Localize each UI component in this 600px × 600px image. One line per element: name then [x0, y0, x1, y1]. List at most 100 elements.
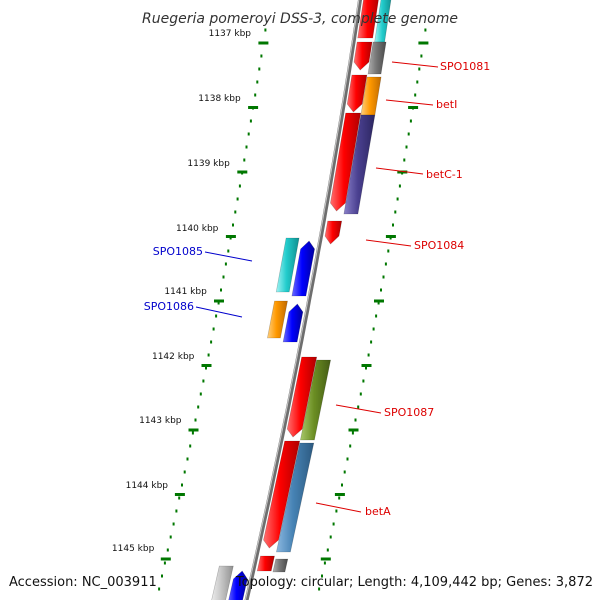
feature-spo1086-orange [267, 300, 288, 339]
inner-tick-dot [227, 249, 230, 253]
outer-major-tick [320, 557, 331, 561]
outer-tick-dot [329, 535, 332, 539]
feature-spo1087 [300, 359, 331, 441]
label-leader-line [195, 306, 243, 318]
outer-tick-dot [394, 210, 397, 214]
tick-label: 1138 kbp [198, 94, 241, 104]
tick-label: 1137 kbp [209, 29, 252, 39]
outer-tick-dot [349, 444, 352, 448]
outer-major-tick [348, 428, 359, 432]
outer-tick-dot [407, 132, 410, 136]
outer-major-tick [408, 106, 419, 109]
inner-tick-dot [181, 483, 183, 487]
gene-label-betc-1[interactable]: betC-1 [426, 168, 463, 181]
outer-tick-dot [384, 262, 387, 266]
outer-tick-dot [351, 431, 354, 435]
inner-tick-dot [207, 353, 210, 357]
cds-feature-spo1086 [282, 303, 304, 343]
outer-tick-dot [377, 301, 380, 305]
cds-feature-beta [263, 440, 301, 549]
outer-tick-dot [357, 405, 360, 409]
inner-tick-dot [249, 119, 252, 123]
tick-label: 1143 kbp [139, 416, 182, 426]
gene-label-beti[interactable]: betI [436, 98, 457, 111]
label-leader-line [315, 502, 362, 513]
outer-tick-dot [343, 470, 346, 474]
outer-tick-dot [318, 587, 321, 591]
feature-spo1085-cyan [275, 237, 300, 293]
cds-feature-beti [346, 74, 368, 113]
inner-tick-dot [199, 392, 202, 396]
tick-label: 1141 kbp [164, 287, 207, 297]
tick-label: 1139 kbp [187, 159, 230, 169]
cds-feature-spo1085 [291, 240, 315, 297]
inner-tick-dot [202, 379, 205, 383]
outer-tick-dot [424, 28, 427, 32]
inner-tick-dot [220, 288, 222, 292]
label-leader-line [335, 404, 382, 414]
gene-label-spo1081[interactable]: SPO1081 [440, 60, 490, 73]
outer-tick-dot [405, 145, 408, 149]
cds-feature-bottom [256, 555, 275, 572]
gene-label-beta[interactable]: betA [365, 505, 391, 518]
inner-tick-dot [172, 522, 175, 526]
inner-tick-dot [254, 93, 257, 97]
inner-tick-dot [243, 158, 246, 162]
cds-feature-spo1084 [324, 220, 343, 245]
inner-tick-dot [236, 197, 239, 201]
inner-major-tick [174, 493, 185, 496]
feature-spo1081 [367, 41, 387, 75]
outer-tick-dot [403, 158, 406, 162]
gene-label-spo1086[interactable]: SPO1086 [144, 300, 194, 313]
outer-tick-dot [359, 392, 362, 396]
inner-tick-dot [238, 184, 241, 188]
inner-tick-dot [247, 132, 250, 136]
gene-label-spo1084[interactable]: SPO1084 [414, 239, 464, 252]
inner-major-tick [258, 41, 269, 45]
tick-label: 1145 kbp [112, 544, 155, 554]
label-leader-line [375, 167, 424, 175]
outer-tick-dot [409, 119, 412, 123]
outer-tick-dot [341, 483, 343, 487]
inner-tick-dot [166, 548, 169, 552]
inner-tick-dot [189, 444, 192, 448]
inner-tick-dot [205, 366, 207, 370]
inner-tick-dot [163, 561, 166, 565]
tick-label: 1142 kbp [152, 352, 195, 362]
inner-tick-dot [217, 301, 220, 305]
outer-tick-dot [414, 93, 417, 97]
cds-feature-spo1087 [286, 356, 318, 438]
gene-label-spo1085[interactable]: SPO1085 [153, 245, 203, 258]
inner-tick-dot [260, 54, 263, 58]
outer-major-tick [385, 235, 396, 238]
outer-tick-dot [370, 340, 373, 344]
inner-major-tick [160, 557, 171, 561]
outer-tick-dot [398, 184, 401, 188]
outer-major-tick [418, 41, 429, 45]
outer-tick-dot [372, 327, 375, 331]
gene-label-spo1087[interactable]: SPO1087 [384, 406, 434, 419]
inner-tick-dot [212, 327, 215, 331]
inner-tick-dot [224, 262, 227, 266]
map-title: Ruegeria pomeroyi DSS-3, complete genome [142, 11, 458, 27]
outer-tick-dot [365, 366, 367, 370]
outer-tick-dot [367, 353, 370, 357]
inner-major-tick [237, 170, 248, 174]
accession-text: Accession: NC_003911 [9, 575, 157, 590]
outer-tick-dot [335, 509, 338, 513]
label-leader-line [365, 239, 412, 247]
outer-tick-dot [418, 67, 421, 71]
inner-tick-dot [232, 223, 234, 227]
inner-tick-dot [191, 431, 194, 435]
inner-major-tick [225, 235, 236, 238]
outer-tick-dot [338, 496, 341, 500]
inner-tick-dot [215, 314, 218, 318]
outer-tick-dot [420, 54, 423, 58]
outer-tick-dot [346, 457, 349, 461]
tick-labels: 1137 kbp 1138 kbp 1139 kbp 1140 kbp 1141 kbp… [112, 29, 251, 554]
inner-tick-dot [186, 457, 189, 461]
tick-label: 1144 kbp [126, 481, 169, 491]
label-leader-line [391, 61, 439, 68]
gene-features [211, 0, 392, 600]
